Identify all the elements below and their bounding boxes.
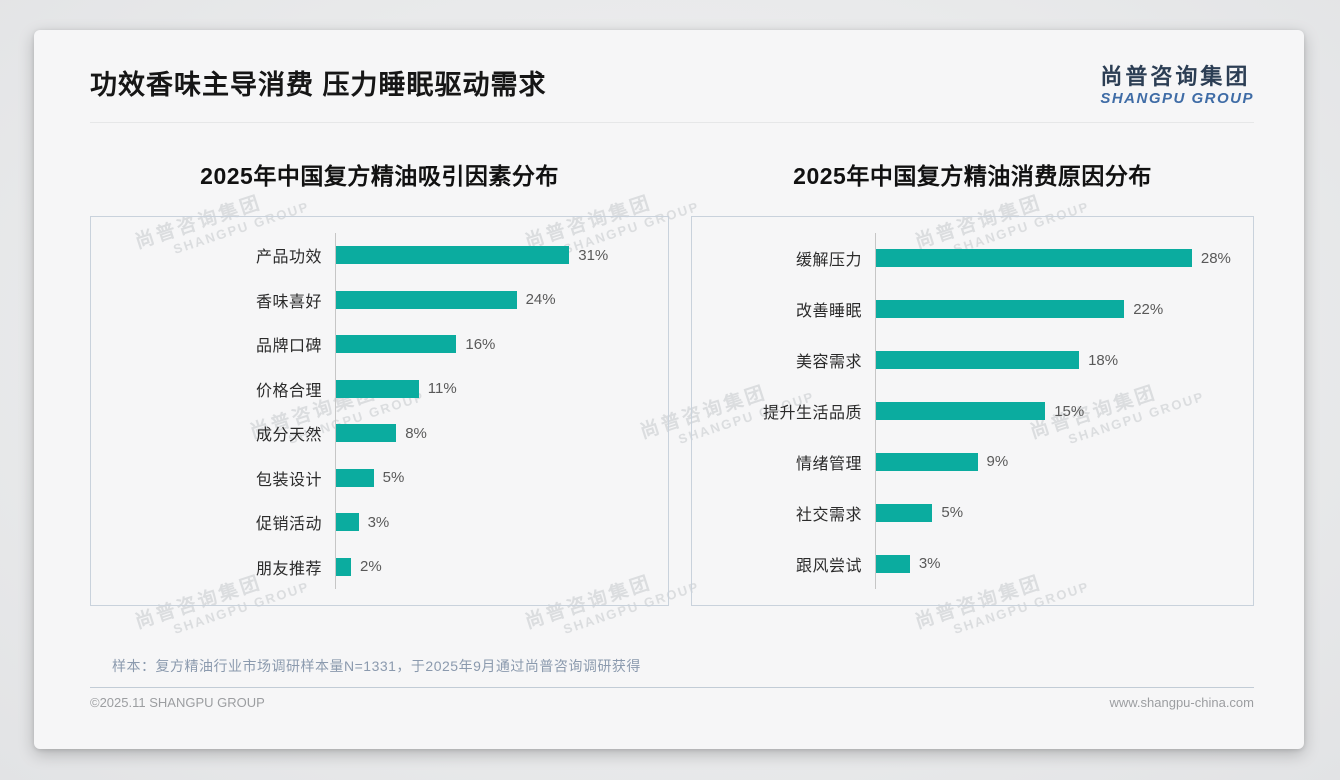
chart-section-consumption-reasons: 2025年中国复方精油消费原因分布 缓解压力 28% 改善睡眠 22% 美容需求 18% 提… [691, 157, 1254, 606]
sample-footnote: 样本：复方精油行业市场调研样本量N=1331，于2025年9月通过尚普咨询调研获… [112, 658, 641, 674]
bar [336, 424, 397, 443]
bar [876, 554, 910, 573]
category-label: 朋友推荐 [255, 560, 322, 578]
category-label: 成分天然 [255, 427, 322, 445]
copyright-text: ©2025.11 SHANGPU GROUP [90, 695, 265, 710]
website-url: www.shangpu-china.com [1109, 695, 1254, 710]
bar [336, 513, 359, 532]
bar-track: 5% [335, 455, 652, 500]
bar-track: 15% [875, 385, 1237, 437]
value-label: 9% [986, 453, 1009, 471]
bar-track: 2% [335, 544, 652, 589]
value-label: 18% [1088, 351, 1119, 369]
bar-row: 成分天然 8% [107, 411, 652, 456]
value-label: 15% [1054, 402, 1085, 420]
bar-row: 改善睡眠 22% [708, 283, 1237, 335]
bar-row: 包装设计 5% [107, 455, 652, 500]
category-label: 产品功效 [255, 249, 322, 267]
value-label: 2% [360, 558, 382, 576]
category-label: 香味喜好 [255, 293, 322, 311]
bar-track: 3% [875, 538, 1237, 590]
bar [876, 351, 1080, 370]
bar [336, 468, 374, 487]
category-label: 美容需求 [795, 354, 862, 372]
title-divider [90, 122, 1254, 123]
bar [336, 335, 457, 354]
value-label: 11% [427, 380, 457, 398]
bar-row: 产品功效 31% [107, 233, 652, 278]
value-label: 28% [1200, 249, 1231, 267]
bar-row: 品牌口碑 16% [107, 322, 652, 367]
company-logo: 尚普咨询集团 SHANGPU GROUP [1100, 64, 1254, 107]
bar-row: 朋友推荐 2% [107, 544, 652, 589]
bar-row: 价格合理 11% [107, 366, 652, 411]
category-label: 促销活动 [255, 516, 322, 534]
bar-row: 香味喜好 24% [107, 277, 652, 322]
bar-track: 8% [335, 411, 652, 456]
bar [336, 557, 352, 576]
bar-track: 3% [335, 500, 652, 545]
bar [876, 300, 1125, 319]
footer-divider [90, 687, 1254, 688]
chart-title: 2025年中国复方精油消费原因分布 [793, 163, 1152, 189]
category-label: 缓解压力 [795, 252, 862, 270]
category-label: 包装设计 [255, 471, 322, 489]
bar [336, 379, 419, 398]
category-label: 价格合理 [255, 382, 322, 400]
value-label: 3% [918, 555, 941, 573]
bar-row: 社交需求 5% [708, 487, 1237, 539]
chart-panel: 产品功效 31% 香味喜好 24% 品牌口碑 16% 价格合理 11% 成分天然 8% 包装设计 5%… [90, 216, 669, 606]
page-title: 功效香味主导消费 压力睡眠驱动需求 [90, 70, 547, 100]
logo-chinese-text: 尚普咨询集团 [1100, 64, 1251, 89]
bar [876, 249, 1192, 268]
slide-header: 功效香味主导消费 压力睡眠驱动需求 尚普咨询集团 SHANGPU GROUP [90, 30, 1254, 107]
value-label: 8% [405, 424, 427, 442]
bar [336, 290, 517, 309]
bar-chart-consumption-reasons: 缓解压力 28% 改善睡眠 22% 美容需求 18% 提升生活品质 15% 情绪管理 9% 社交需求… [708, 233, 1237, 590]
bar-track: 16% [335, 322, 652, 367]
chart-section-attraction-factors: 2025年中国复方精油吸引因素分布 产品功效 31% 香味喜好 24% 品牌口碑 16% 价… [90, 157, 669, 606]
bar [336, 246, 570, 265]
bar-track: 22% [875, 283, 1237, 335]
value-label: 16% [465, 335, 496, 353]
value-label: 5% [941, 504, 964, 522]
value-label: 24% [525, 291, 556, 309]
category-label: 社交需求 [795, 506, 862, 524]
value-label: 31% [578, 246, 609, 264]
bar-row: 情绪管理 9% [708, 436, 1237, 488]
bar [876, 503, 933, 522]
bar-row: 跟风尝试 3% [708, 538, 1237, 590]
bar-track: 11% [335, 366, 652, 411]
bar-track: 5% [875, 487, 1237, 539]
slide-footer: ©2025.11 SHANGPU GROUP www.shangpu-china… [90, 695, 1254, 710]
category-label: 提升生活品质 [762, 405, 862, 422]
bar-track: 18% [875, 334, 1237, 386]
bar-track: 9% [875, 436, 1237, 488]
value-label: 22% [1133, 300, 1164, 318]
bar-row: 促销活动 3% [107, 500, 652, 545]
bar-row: 美容需求 18% [708, 334, 1237, 386]
bar-track: 24% [335, 277, 652, 322]
chart-title: 2025年中国复方精油吸引因素分布 [200, 163, 559, 189]
category-label: 改善睡眠 [795, 303, 862, 321]
bar-track: 28% [875, 233, 1237, 284]
chart-panel: 缓解压力 28% 改善睡眠 22% 美容需求 18% 提升生活品质 15% 情绪管理 9% 社交需求… [691, 216, 1254, 606]
slide-card: 尚普咨询集团 SHANGPU GROUP 尚普咨询集团 SHANGPU GROUP 尚普… [34, 30, 1304, 749]
logo-english-text: SHANGPU GROUP [1100, 90, 1254, 107]
bar-row: 缓解压力 28% [708, 233, 1237, 284]
bar [876, 402, 1046, 420]
bar-row: 提升生活品质 15% [708, 385, 1237, 437]
bar-track: 31% [335, 233, 652, 278]
category-label: 情绪管理 [795, 455, 862, 473]
category-label: 品牌口碑 [255, 338, 322, 356]
value-label: 3% [367, 513, 390, 531]
category-label: 跟风尝试 [795, 557, 862, 575]
value-label: 5% [382, 469, 405, 487]
bar-chart-attraction-factors: 产品功效 31% 香味喜好 24% 品牌口碑 16% 价格合理 11% 成分天然 8% 包装设计 5%… [107, 233, 652, 589]
bar [876, 452, 978, 471]
charts-row: 2025年中国复方精油吸引因素分布 产品功效 31% 香味喜好 24% 品牌口碑 16% 价… [90, 157, 1254, 606]
